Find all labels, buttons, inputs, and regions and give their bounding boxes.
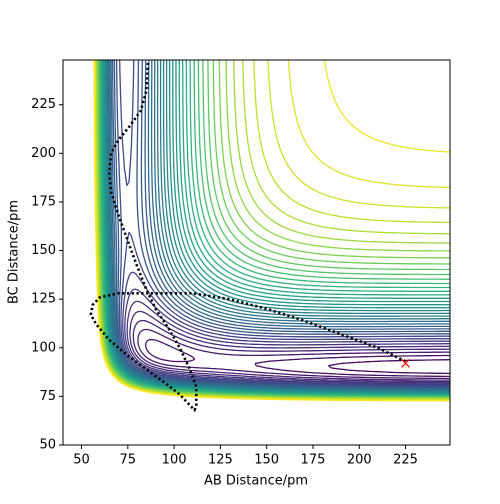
x-tick-label: 125 [208, 453, 233, 468]
x-tick-label: 150 [254, 453, 279, 468]
x-tick-label: 100 [162, 453, 187, 468]
y-tick-label: 75 [39, 389, 56, 404]
contour-line [103, 60, 450, 394]
contour-line [126, 300, 450, 384]
end-marker [401, 358, 410, 368]
contour-line [144, 338, 450, 378]
contour-line [99, 60, 450, 397]
trajectory-group [89, 60, 407, 413]
contour-group [93, 60, 450, 402]
contour-line [129, 310, 450, 383]
contour-line [137, 328, 450, 380]
contour-line [328, 359, 450, 375]
trajectory [89, 60, 407, 413]
y-tick-label: 100 [31, 340, 56, 355]
x-tick-label: 200 [347, 453, 372, 468]
contour-line [93, 60, 450, 402]
x-axis-label: AB Distance/pm [204, 474, 308, 489]
contour-line [119, 60, 450, 387]
contour-line [111, 60, 450, 389]
x-tick-label: 75 [120, 453, 137, 468]
y-tick-label: 125 [31, 292, 56, 307]
x-tick-label: 225 [393, 453, 418, 468]
contour-line [113, 60, 450, 389]
y-axis-label: BC Distance/pm [7, 200, 22, 304]
plot-frame [62, 59, 451, 446]
contour-line [104, 60, 450, 394]
contour-line [122, 271, 450, 386]
x-tick-label: 175 [301, 453, 326, 468]
y-tick-label: 175 [31, 194, 56, 209]
contour-line [115, 60, 450, 388]
x-tick-label: 50 [73, 453, 90, 468]
y-tick-label: 150 [31, 243, 56, 258]
y-tick-label: 200 [31, 146, 56, 161]
contour-line [132, 319, 450, 381]
contour-line [124, 288, 450, 385]
y-tick-label: 50 [39, 438, 56, 453]
y-tick-label: 225 [31, 97, 56, 112]
